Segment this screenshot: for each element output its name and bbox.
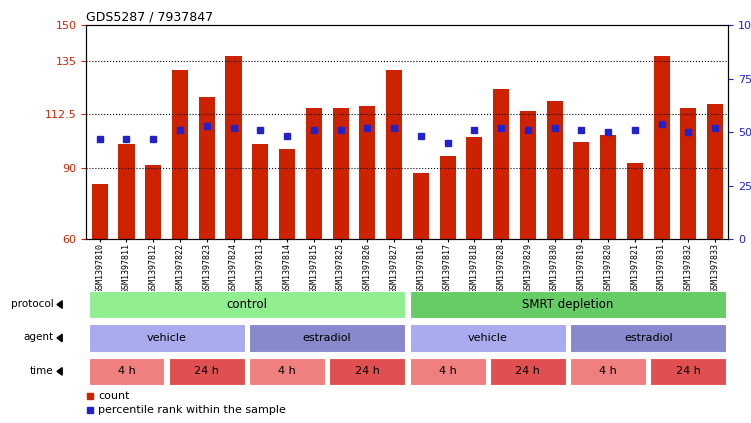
- Bar: [466, 137, 482, 239]
- FancyBboxPatch shape: [409, 324, 566, 352]
- Bar: [653, 56, 670, 239]
- Text: estradiol: estradiol: [303, 333, 351, 343]
- FancyBboxPatch shape: [249, 357, 325, 385]
- Bar: [707, 104, 723, 239]
- Text: 4 h: 4 h: [118, 366, 135, 376]
- Bar: [252, 144, 268, 239]
- FancyBboxPatch shape: [490, 357, 566, 385]
- FancyBboxPatch shape: [409, 357, 486, 385]
- Text: count: count: [98, 391, 129, 401]
- Text: agent: agent: [23, 332, 53, 342]
- Polygon shape: [57, 334, 62, 342]
- Text: percentile rank within the sample: percentile rank within the sample: [98, 406, 286, 415]
- FancyBboxPatch shape: [89, 291, 406, 319]
- Text: vehicle: vehicle: [146, 333, 186, 343]
- Text: estradiol: estradiol: [624, 333, 672, 343]
- Bar: [119, 144, 134, 239]
- Bar: [547, 102, 562, 239]
- Text: 4 h: 4 h: [278, 366, 296, 376]
- Bar: [172, 71, 188, 239]
- Text: 24 h: 24 h: [515, 366, 540, 376]
- FancyBboxPatch shape: [89, 324, 245, 352]
- Bar: [279, 149, 295, 239]
- Bar: [333, 108, 348, 239]
- Text: SMRT depletion: SMRT depletion: [522, 298, 614, 311]
- Text: vehicle: vehicle: [468, 333, 508, 343]
- Text: 24 h: 24 h: [355, 366, 380, 376]
- Text: control: control: [226, 298, 267, 311]
- Bar: [386, 71, 402, 239]
- Text: 4 h: 4 h: [599, 366, 617, 376]
- Bar: [600, 135, 616, 239]
- Text: time: time: [30, 366, 53, 376]
- FancyBboxPatch shape: [570, 324, 726, 352]
- Bar: [520, 111, 536, 239]
- FancyBboxPatch shape: [89, 357, 164, 385]
- Polygon shape: [57, 368, 62, 375]
- FancyBboxPatch shape: [169, 357, 245, 385]
- FancyBboxPatch shape: [570, 357, 646, 385]
- Bar: [413, 173, 429, 239]
- Text: GDS5287 / 7937847: GDS5287 / 7937847: [86, 11, 213, 24]
- Bar: [145, 165, 161, 239]
- FancyBboxPatch shape: [409, 291, 726, 319]
- Text: 24 h: 24 h: [195, 366, 219, 376]
- Bar: [573, 142, 590, 239]
- FancyBboxPatch shape: [249, 324, 406, 352]
- FancyBboxPatch shape: [650, 357, 726, 385]
- Bar: [225, 56, 242, 239]
- Text: 24 h: 24 h: [676, 366, 701, 376]
- Bar: [199, 96, 215, 239]
- Text: protocol: protocol: [11, 299, 53, 309]
- Bar: [439, 156, 456, 239]
- Bar: [680, 108, 696, 239]
- FancyBboxPatch shape: [329, 357, 406, 385]
- Polygon shape: [57, 301, 62, 308]
- Bar: [359, 106, 376, 239]
- Text: 4 h: 4 h: [439, 366, 457, 376]
- Bar: [92, 184, 108, 239]
- Bar: [306, 108, 322, 239]
- Bar: [493, 90, 509, 239]
- Bar: [627, 163, 643, 239]
